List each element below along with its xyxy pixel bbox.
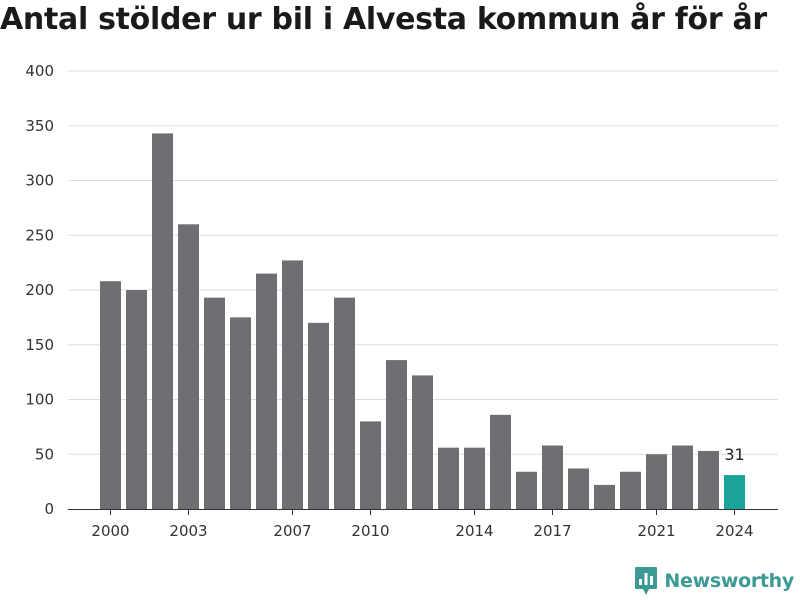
chart-title: Antal stölder ur bil i Alvesta kommun år… (0, 2, 767, 37)
y-tick-label: 300 (25, 172, 54, 190)
x-tick-label: 2024 (715, 522, 753, 540)
bar-2019 (594, 484, 615, 509)
bar-2000 (100, 281, 121, 509)
x-tick-label: 2014 (455, 522, 493, 540)
bar-2016 (516, 471, 537, 509)
bar-2018 (568, 468, 589, 509)
bar-2014 (464, 447, 485, 509)
bar-2007 (282, 260, 303, 509)
y-tick-label: 50 (35, 445, 54, 463)
y-tick-label: 200 (25, 281, 54, 299)
newsworthy-branding: Newsworthy (634, 566, 794, 596)
bar-2021 (646, 454, 667, 509)
bar-2009 (334, 297, 355, 509)
y-tick-label: 100 (25, 391, 54, 409)
x-axis-tick-labels: 2000 2003 2007 2010 2014 2017 2021 2024 (91, 522, 753, 540)
bar-2006 (256, 273, 277, 509)
bar-chart-badge-icon (635, 567, 658, 595)
y-tick-label: 150 (25, 336, 54, 354)
x-axis (68, 509, 778, 515)
y-tick-label: 250 (25, 226, 54, 244)
data-labels: 31 (724, 445, 744, 464)
brand-name: Newsworthy (664, 570, 794, 592)
bar-2013 (438, 447, 459, 509)
x-tick-label: 2017 (533, 522, 571, 540)
bar-2011 (386, 360, 407, 509)
x-tick-label: 2021 (637, 522, 675, 540)
bar-2005 (230, 317, 251, 509)
bar-2008 (308, 322, 329, 509)
bar-2020 (620, 471, 641, 509)
bar-2002 (152, 133, 173, 510)
y-tick-label: 0 (44, 500, 54, 518)
bar-2012 (412, 375, 433, 509)
data-label-2024: 31 (724, 445, 744, 464)
bar-2003 (178, 224, 199, 510)
x-tick-label: 2000 (91, 522, 129, 540)
bar-2017 (542, 445, 563, 509)
bars (100, 133, 745, 510)
x-tick-label: 2007 (273, 522, 311, 540)
x-tick-label: 2010 (351, 522, 389, 540)
y-axis-tick-labels: 0 50 100 150 200 250 300 350 400 (25, 62, 54, 518)
bar-2004 (204, 297, 225, 509)
y-tick-label: 400 (25, 62, 54, 80)
bar-2015 (490, 414, 511, 509)
bar-2022 (672, 445, 693, 509)
y-tick-label: 350 (25, 117, 54, 135)
bar-2023 (698, 450, 719, 509)
x-tick-label: 2003 (169, 522, 207, 540)
bar-2024 (724, 475, 745, 509)
bar-2010 (360, 421, 381, 509)
bar-2001 (126, 290, 147, 509)
